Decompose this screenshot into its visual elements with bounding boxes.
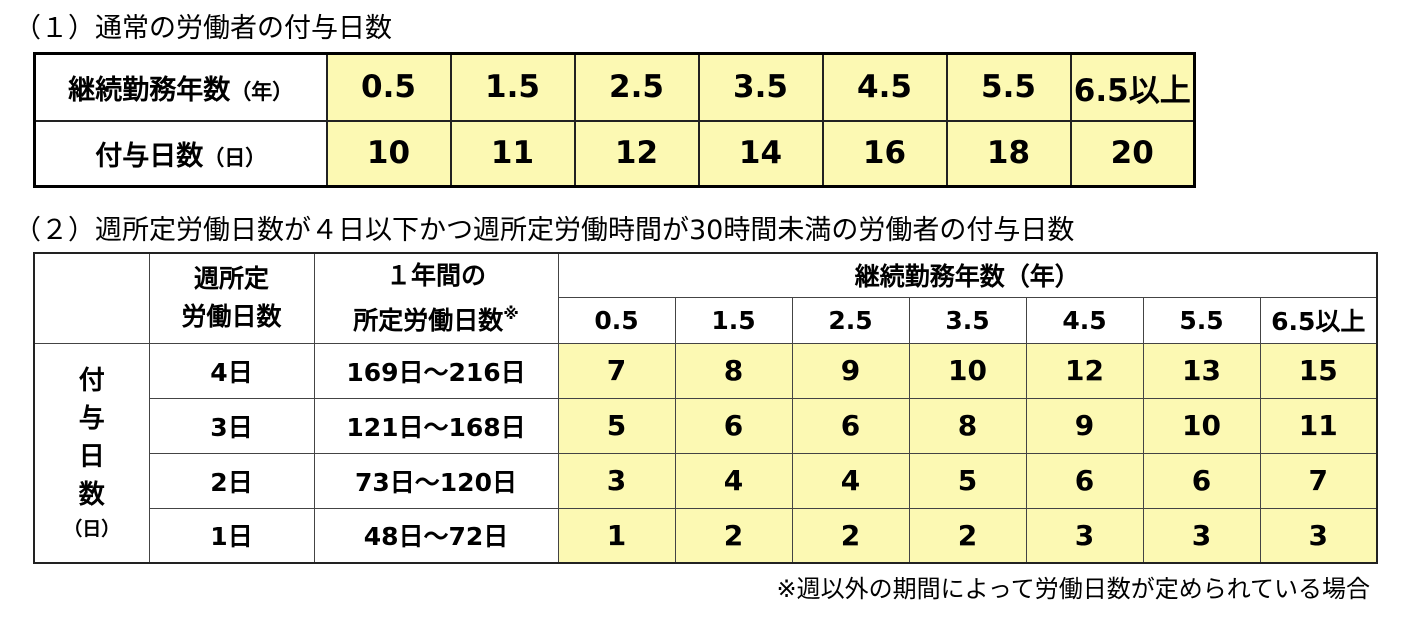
header-line: 週所定	[193, 264, 269, 294]
data-row: 1日 48日～72日 1 2 2 2 3 3 3	[34, 507, 1378, 564]
year-cell: 6.5以上	[1069, 52, 1196, 122]
yearly-cell: 48日～72日	[313, 507, 559, 564]
yearly-cell: 169日～216日	[313, 342, 559, 399]
year-cell: 1.5	[449, 52, 576, 122]
year-cell: 3.5	[697, 52, 824, 122]
value-cell: 10	[908, 342, 1027, 399]
data-row: 2日 73日～120日 3 4 4 5 6 6 7	[34, 452, 1378, 509]
days-cell: 14	[697, 119, 824, 188]
header-text: 所定労働日数	[353, 305, 504, 335]
days-cell: 10	[325, 119, 452, 188]
header-row: 継続勤務年数（年） 0.5 1.5 2.5 3.5 4.5 5.5 6.5以上	[33, 52, 1196, 122]
year-cell: 5.5	[1142, 296, 1261, 344]
label-text: 付与日数	[95, 140, 204, 172]
label-unit: （年）	[230, 79, 294, 104]
header-label: 継続勤務年数（年）	[33, 52, 328, 122]
days-cell: 16	[821, 119, 948, 188]
value-cell: 7	[557, 342, 676, 399]
row-label: 付与日数（日）	[33, 119, 328, 188]
year-cell: 3.5	[908, 296, 1027, 344]
year-cell: 6.5以上	[1259, 296, 1378, 344]
value-cell: 6	[1025, 452, 1144, 509]
header-line: １年間の	[385, 260, 486, 290]
table2: 週所定 労働日数 １年間の 所定労働日数※ 継続勤務年数（年） 0.5 1.5 2.5 3.5 4…	[33, 252, 1378, 564]
value-cell: 3	[557, 452, 676, 509]
value-cell: 7	[1259, 452, 1378, 509]
weekly-cell: 2日	[148, 452, 315, 509]
value-cell: 5	[557, 397, 676, 454]
value-cell: 3	[1259, 507, 1378, 564]
value-cell: 13	[1142, 342, 1261, 399]
data-row: 3日 121日～168日 5 6 6 8 9 10 11	[34, 397, 1378, 454]
value-cell: 8	[908, 397, 1027, 454]
value-cell: 1	[557, 507, 676, 564]
value-cell: 5	[908, 452, 1027, 509]
year-cell: 5.5	[945, 52, 1072, 122]
days-row: 付与日数（日） 10 11 12 14 16 18 20	[33, 119, 1196, 188]
value-cell: 3	[1142, 507, 1261, 564]
value-cell: 2	[908, 507, 1027, 564]
value-cell: 9	[791, 342, 910, 399]
weekly-cell: 3日	[148, 397, 315, 454]
value-cell: 11	[1259, 397, 1378, 454]
days-cell: 11	[449, 119, 576, 188]
value-cell: 2	[674, 507, 793, 564]
weekly-cell: 4日	[148, 342, 315, 399]
value-cell: 3	[1025, 507, 1144, 564]
data-row: 付与日数（日） 4日 169日～216日 7 8 9 10 12 13 15	[33, 342, 1378, 564]
days-cell: 20	[1069, 119, 1196, 188]
header-line: 所定労働日数※	[315, 295, 558, 340]
value-cell: 8	[674, 342, 793, 399]
value-cell: 4	[791, 452, 910, 509]
days-cell: 12	[573, 119, 700, 188]
value-cell: 2	[791, 507, 910, 564]
value-cell: 6	[674, 397, 793, 454]
section2-title: （２）週所定労働日数が４日以下かつ週所定労働時間が30時間未満の労働者の付与日数	[14, 215, 1075, 246]
year-cell: 4.5	[821, 52, 948, 122]
year-cell: 4.5	[1025, 296, 1144, 344]
days-cell: 18	[945, 119, 1072, 188]
value-cell: 9	[1025, 397, 1144, 454]
section1-title: （１）通常の労働者の付与日数	[14, 13, 392, 44]
weekly-header: 週所定 労働日数	[148, 252, 315, 344]
yearly-cell: 73日～120日	[313, 452, 559, 509]
vertical-unit: （日）	[63, 517, 121, 540]
year-cell: 1.5	[674, 296, 793, 344]
value-cell: 10	[1142, 397, 1261, 454]
vertical-char: 与	[78, 403, 105, 434]
year-cell: 2.5	[791, 296, 910, 344]
header-line: 労働日数	[181, 302, 282, 332]
value-cell: 6	[1142, 452, 1261, 509]
value-cell: 15	[1259, 342, 1378, 399]
value-cell: 12	[1025, 342, 1144, 399]
year-cell: 0.5	[557, 296, 676, 344]
table1: 継続勤務年数（年） 0.5 1.5 2.5 3.5 4.5 5.5 6.5以上 付与日数（日） 1…	[33, 52, 1196, 188]
vertical-char: 付	[78, 365, 105, 396]
weekly-cell: 1日	[148, 507, 315, 564]
yearly-header: １年間の所定労働日数※	[313, 252, 559, 344]
row-group-label: 付与日数 （日）	[33, 342, 150, 564]
footnote: ※週以外の期間によって労働日数が定められている場合	[776, 575, 1370, 603]
header-row: 週所定 労働日数 １年間の 所定労働日数※ 継続勤務年数（年）	[33, 252, 1378, 344]
corner-cell	[33, 252, 150, 344]
value-cell: 4	[674, 452, 793, 509]
label-text: 継続勤務年数	[68, 74, 231, 106]
year-cell: 0.5	[325, 52, 452, 122]
year-cell: 2.5	[573, 52, 700, 122]
group-header: 継続勤務年数（年）	[557, 252, 1378, 298]
vertical-char: 数	[78, 479, 105, 510]
value-cell: 6	[791, 397, 910, 454]
label-unit: （日）	[203, 145, 267, 170]
vertical-char: 日	[78, 441, 105, 472]
yearly-cell: 121日～168日	[313, 397, 559, 454]
note-mark: ※	[503, 303, 519, 323]
